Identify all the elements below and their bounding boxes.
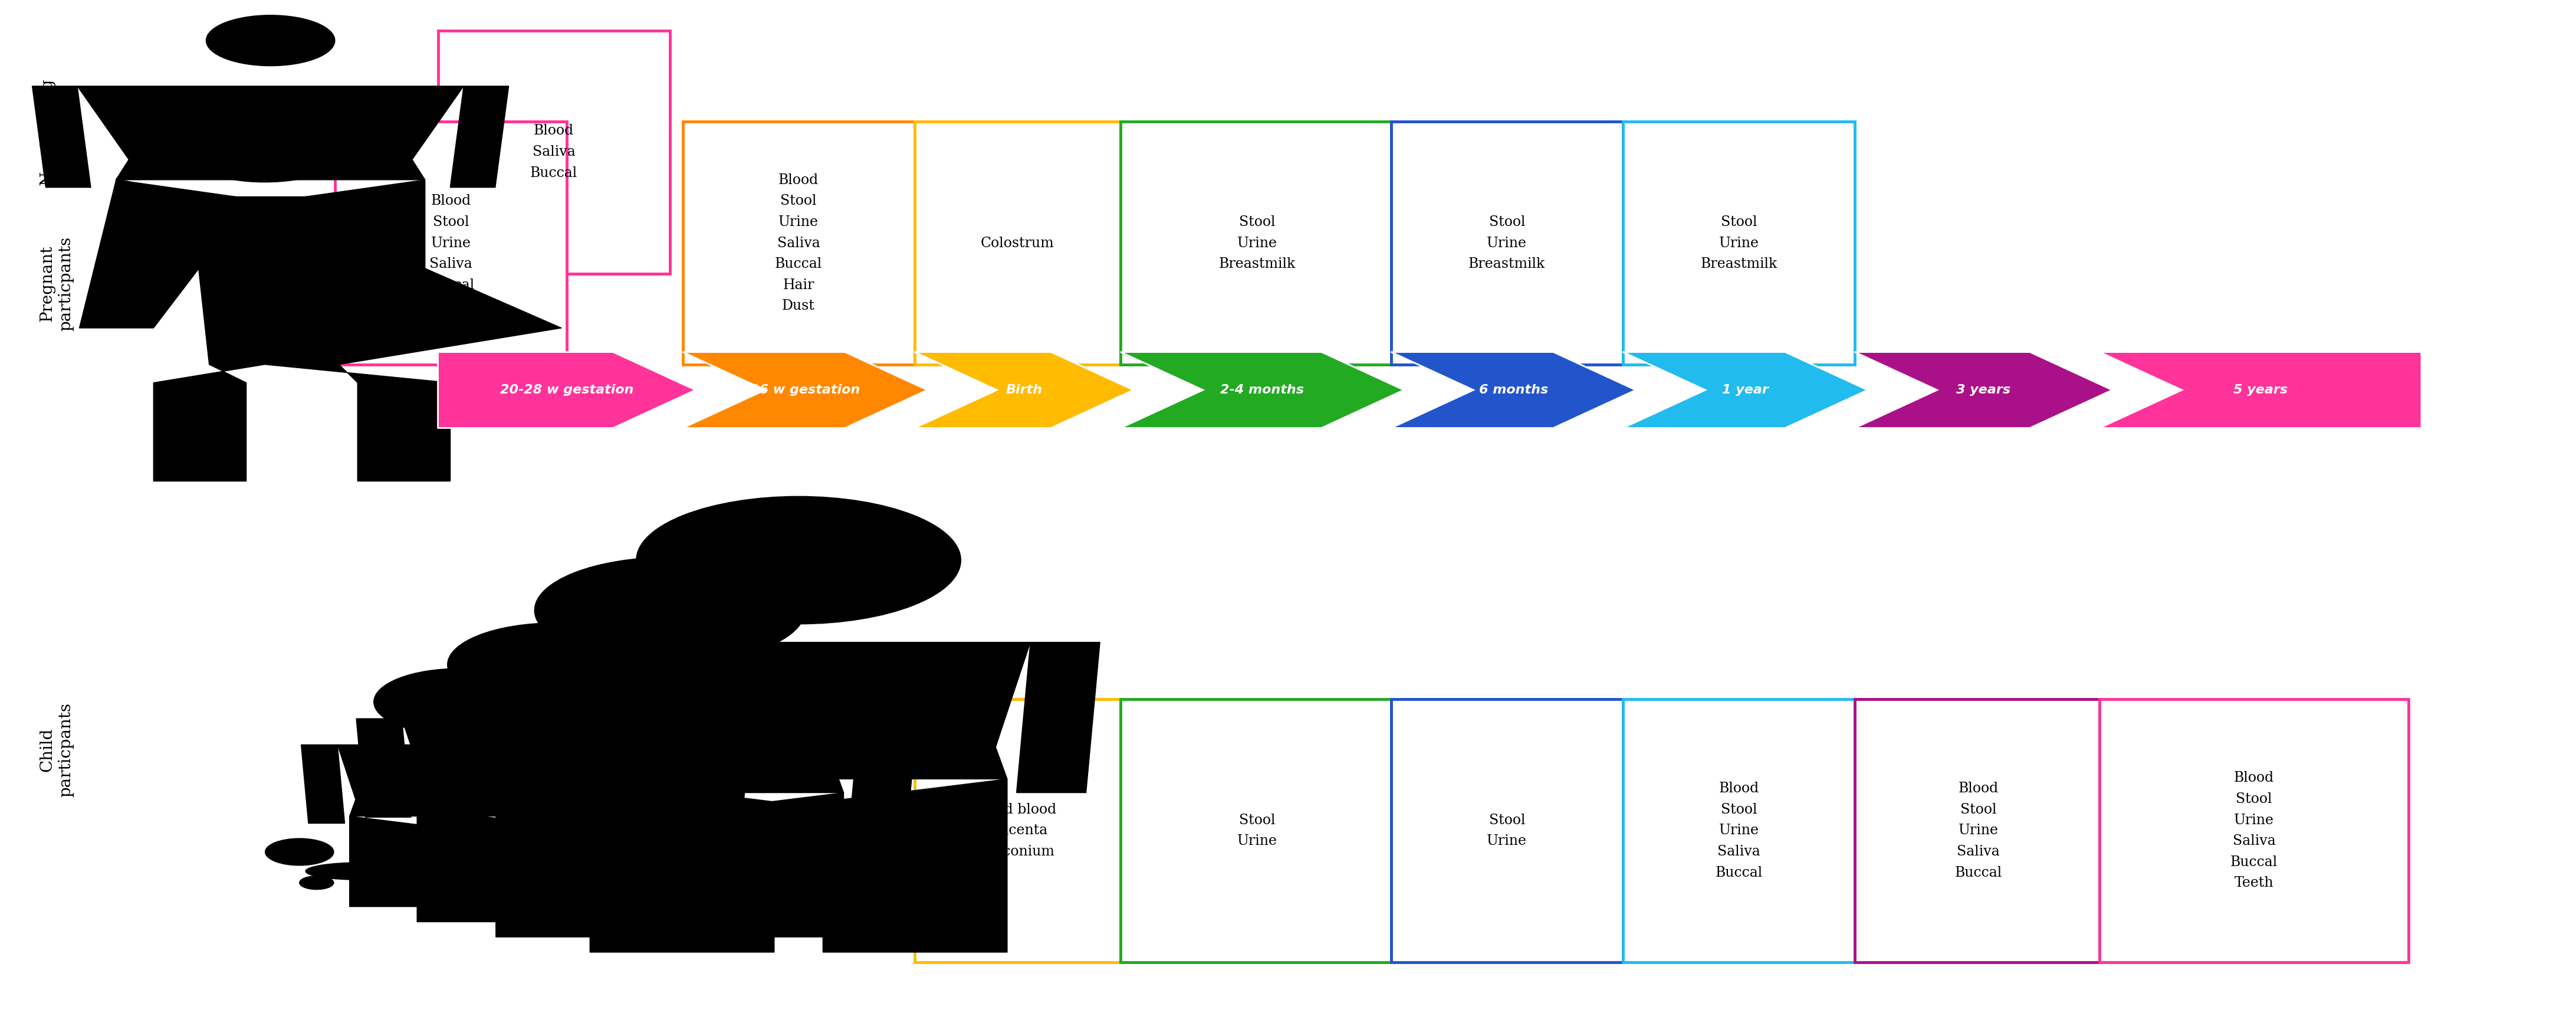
Polygon shape [1391,353,1636,427]
Text: Blood
Stool
Urine
Saliva
Buccal: Blood Stool Urine Saliva Buccal [1716,782,1762,879]
Circle shape [536,557,804,664]
Polygon shape [299,180,425,268]
Text: Blood
Stool
Urine
Saliva
Buccal: Blood Stool Urine Saliva Buccal [428,194,474,292]
Polygon shape [471,816,567,907]
Bar [683,122,914,365]
Bar [914,122,1121,365]
Polygon shape [822,779,1007,952]
Text: Blood
Stool
Urine
Saliva
Buccal
Teeth: Blood Stool Urine Saliva Buccal Teeth [2231,771,2277,890]
Polygon shape [350,799,567,816]
Text: 2-4 months: 2-4 months [1221,384,1303,396]
Circle shape [636,496,961,624]
Bar [1623,122,1855,365]
Polygon shape [350,816,446,907]
Polygon shape [451,86,510,187]
Polygon shape [80,178,209,328]
Polygon shape [1018,642,1100,792]
Polygon shape [1623,353,1868,427]
Polygon shape [417,679,489,804]
Text: 36 w gestation: 36 w gestation [750,384,860,396]
Bar [438,30,670,274]
Polygon shape [850,679,922,804]
Bar [1391,122,1623,365]
Text: 6 months: 6 months [1479,384,1548,396]
Polygon shape [590,779,775,952]
Bar [335,122,567,365]
Polygon shape [683,353,927,427]
Circle shape [374,669,544,735]
Text: Stool
Urine: Stool Urine [1236,813,1278,848]
Polygon shape [1855,353,2112,427]
Polygon shape [1121,353,1404,427]
Polygon shape [495,792,649,937]
Polygon shape [438,353,696,427]
Polygon shape [590,748,1007,779]
Text: Birth: Birth [1005,384,1043,396]
Polygon shape [337,745,580,799]
Text: Pregnant
particpants: Pregnant particpants [39,236,75,331]
Polygon shape [2099,353,2421,427]
Circle shape [448,623,659,707]
Polygon shape [696,718,752,817]
Text: Blood
Saliva
Buccal: Blood Saliva Buccal [531,125,577,179]
Polygon shape [155,197,562,481]
Bar [1121,699,1391,962]
Bar [1121,122,1391,365]
Polygon shape [355,718,412,817]
Circle shape [265,839,335,865]
Polygon shape [402,718,706,787]
Polygon shape [914,353,1133,427]
Text: 3 years: 3 years [1955,384,2012,396]
Polygon shape [497,642,580,792]
Polygon shape [77,86,464,159]
Text: Stool
Urine
Breastmilk: Stool Urine Breastmilk [1468,216,1546,270]
Polygon shape [116,159,425,180]
Circle shape [180,116,348,182]
Text: 20-28 w gestation: 20-28 w gestation [500,384,634,396]
Polygon shape [417,787,690,808]
Text: Blood
Stool
Urine
Saliva
Buccal: Blood Stool Urine Saliva Buccal [1955,782,2002,879]
Text: Stool
Urine
Breastmilk: Stool Urine Breastmilk [1700,216,1777,270]
Circle shape [206,15,335,66]
Text: Cord blood
Placenta
Meconium: Cord blood Placenta Meconium [979,803,1056,858]
Polygon shape [31,86,90,187]
Bar [1391,699,1623,962]
Polygon shape [301,745,345,824]
Polygon shape [116,180,242,268]
Polygon shape [495,766,845,792]
Ellipse shape [307,862,415,880]
Polygon shape [569,808,690,922]
Text: Child
particpants: Child particpants [39,702,75,797]
Polygon shape [417,808,538,922]
Bar [914,699,1121,962]
Bar [1855,699,2099,962]
Circle shape [299,876,335,889]
Polygon shape [567,642,1030,748]
Polygon shape [572,745,616,824]
Text: Non-birthing
partners: Non-birthing partners [39,78,75,185]
Text: Blood
Stool
Urine
Saliva
Buccal
Hair
Dust: Blood Stool Urine Saliva Buccal Hair Dus… [775,173,822,313]
Text: Stool
Urine: Stool Urine [1486,813,1528,848]
Polygon shape [477,679,863,766]
Bar [1623,699,1855,962]
Text: Colostrum: Colostrum [981,236,1054,250]
Bar [2099,699,2409,962]
Text: 5 years: 5 years [2233,384,2287,396]
Text: Stool
Urine
Breastmilk: Stool Urine Breastmilk [1218,216,1296,270]
Text: 1 year: 1 year [1721,384,1770,396]
Polygon shape [690,792,845,937]
Circle shape [368,876,402,889]
